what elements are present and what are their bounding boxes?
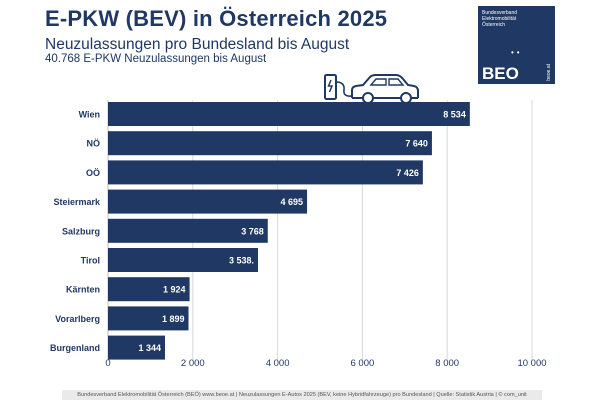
category-label: Kärnten [66,285,100,295]
ev-charging-car-icon [324,74,419,104]
bar [108,306,189,331]
bar [108,248,259,272]
page-title: E-PKW (BEV) in Österreich 2025 [45,6,388,31]
value-label: 1 899 [162,314,185,324]
logo-dots: •• [511,48,523,57]
category-label: Wien [79,110,100,120]
bar [108,277,190,302]
category-label: Burgenland [50,343,100,353]
category-label: Tirol [81,256,100,266]
logo-line: Österreich [482,22,506,28]
category-label: Vorarlberg [55,314,100,324]
x-tick-label: 2 000 [181,358,205,369]
total-note: 40.768 E-PKW Neuzulassungen bis August [45,53,267,65]
bar [108,102,470,126]
logo-line: Bundesverband [482,10,518,16]
x-tick-label: 4 000 [266,358,290,369]
value-label: 3 768 [241,226,264,236]
value-label: 1 344 [138,343,161,353]
value-label: 8 534 [443,110,466,120]
bar [108,131,432,156]
x-tick-label: 0 [105,358,110,369]
beo-logo: Bundesverband Elektromobilität Österreic… [478,6,555,84]
x-tick-label: 8 000 [435,358,459,369]
logo-abbr: BEO [482,64,519,83]
bar [108,160,423,185]
value-label: 7 426 [396,168,419,178]
category-label: OÖ [86,168,100,178]
category-label: Salzburg [62,226,100,236]
category-label: NÖ [87,139,101,149]
footer-source: Bundesverband Elektromobilität Österreic… [62,390,542,400]
logo-line: Elektromobilität [482,16,517,22]
value-label: 1 924 [163,285,186,295]
value-label: 7 640 [405,139,428,149]
category-label: Steiermark [53,197,101,207]
bar [108,189,308,214]
x-tick-label: 10 000 [517,358,546,369]
logo-text: Bundesverband Elektromobilität Österreic… [482,10,517,28]
value-label: 3 538. [229,256,254,266]
bar-chart: Wien 8 534 NÖ 7 640 OÖ 7 426 Steiermark 4 695 Sa… [50,74,547,369]
value-label: 4 695 [281,197,304,207]
page-subtitle: Neuzulassungen pro Bundesland bis August [45,36,350,53]
bar [108,218,268,243]
bar [108,335,165,360]
x-tick-label: 6 000 [351,358,375,369]
